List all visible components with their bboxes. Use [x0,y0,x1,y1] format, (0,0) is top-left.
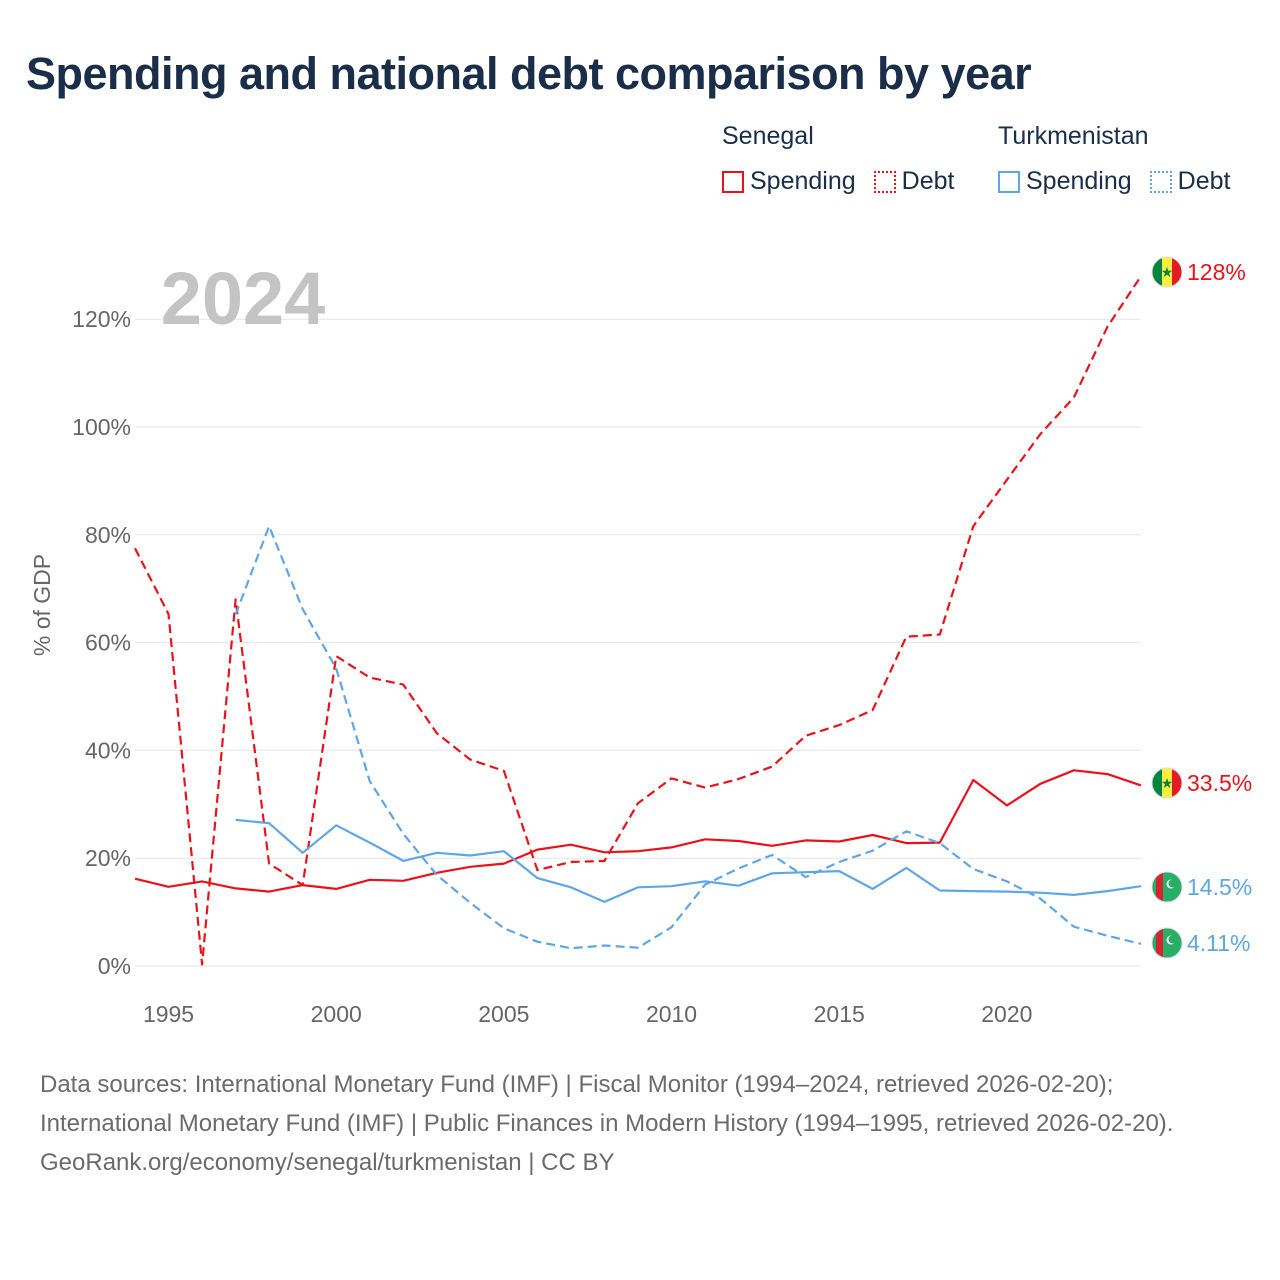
legend-item-label: Debt [901,167,955,195]
legend-item-label: Spending [1026,167,1132,195]
chart-footer: Data sources: International Monetary Fun… [40,1065,1240,1182]
y-axis: 0% 20% 40% 60% 80% 100% 120% [72,306,131,979]
data-sources: Data sources: International Monetary Fun… [40,1071,1174,1137]
svg-text:★: ★ [1161,265,1174,281]
x-axis: 1995 2000 2005 2010 2015 2020 [143,1001,1033,1027]
series-end-labels: ★ 33.5% ★ 128% 14.5% 4.11% [1151,256,1252,959]
turkmenistan-spending-line [235,818,1142,904]
legend-item-turkmenistan-spending[interactable]: Spending [998,167,1132,196]
x-tick-label: 2005 [478,1001,529,1027]
series-lines [134,275,1142,966]
legend-group-senegal: Senegal Spending Debt [722,122,972,196]
y-tick-label: 20% [85,845,131,871]
y-tick-label: 0% [98,953,131,979]
legend-item-label: Debt [1177,167,1231,195]
legend-swatch-solid-icon [998,170,1020,193]
x-tick-label: 2010 [646,1001,697,1027]
legend-country-label: Senegal [722,122,814,150]
turkmenistan-spending-end-label: 14.5% [1187,874,1252,900]
chart-title: Spending and national debt comparison by… [26,48,1032,99]
x-tick-label: 2020 [981,1001,1032,1027]
x-tick-label: 2000 [311,1001,362,1027]
legend-item-senegal-debt[interactable]: Debt [873,167,955,196]
turkmenistan-debt-end-label: 4.11% [1187,930,1251,956]
y-axis-title: % of GDP [29,554,55,656]
credit-link[interactable]: GeoRank.org/economy/senegal/turkmenistan… [40,1149,615,1176]
x-tick-label: 1995 [143,1001,194,1027]
y-tick-label: 120% [72,306,131,332]
legend-item-label: Spending [750,167,856,195]
legend-swatch-dotted-icon [1149,170,1172,193]
senegal-debt-end-label: 128% [1187,259,1246,285]
x-tick-label: 2015 [814,1001,865,1027]
y-tick-label: 60% [85,630,131,656]
legend-country-label: Turkmenistan [998,122,1149,150]
legend-swatch-solid-icon [722,170,744,193]
turkmenistan-debt-line [234,525,1142,950]
turkmenistan-flag-icon [1152,872,1182,902]
legend-group-turkmenistan: Turkmenistan Spending Debt [998,122,1248,196]
svg-text:★: ★ [1161,776,1174,792]
senegal-flag-icon: ★ [1152,768,1182,798]
senegal-flag-icon: ★ [1152,257,1182,287]
legend-item-turkmenistan-debt[interactable]: Debt [1149,167,1231,196]
turkmenistan-flag-icon [1152,928,1182,958]
y-tick-label: 100% [72,414,131,440]
gridlines [135,318,1141,967]
y-tick-label: 80% [85,522,131,548]
year-watermark: 2024 [161,257,326,340]
legend-item-senegal-spending[interactable]: Spending [722,167,856,196]
legend-swatch-dotted-icon [873,170,896,193]
y-tick-label: 40% [85,737,131,763]
senegal-debt-line [134,275,1142,966]
senegal-spending-line [134,769,1142,893]
senegal-spending-end-label: 33.5% [1187,770,1252,796]
line-chart: 0% 20% 40% 60% 80% 100% 120% 1995 2000 2005 2010 2… [29,256,1252,1027]
